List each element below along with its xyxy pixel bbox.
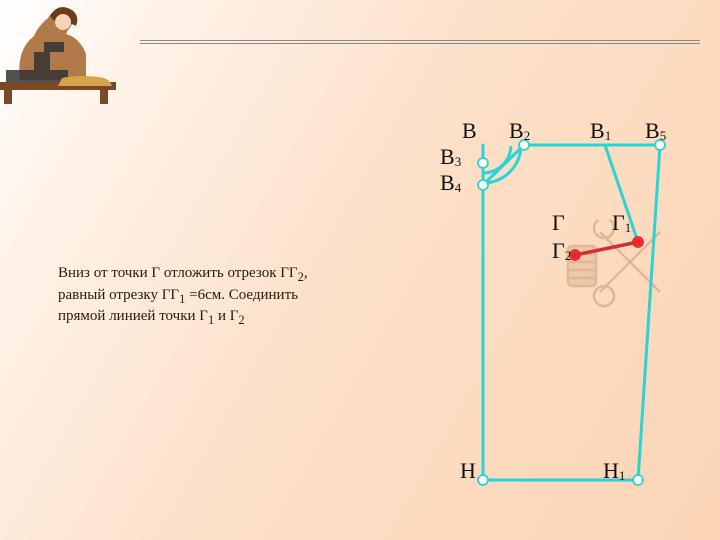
- point-label: В: [462, 118, 477, 144]
- slide: Вниз от точки Г отложить отрезок ГГ2,рав…: [0, 0, 720, 540]
- point-label: В4: [440, 170, 461, 196]
- point-label: В3: [440, 144, 461, 170]
- point-label: Г1: [612, 210, 631, 236]
- point-label: В5: [645, 118, 666, 144]
- point-label: Г: [552, 210, 565, 236]
- point-label: Н1: [603, 458, 625, 484]
- point-label: Н: [460, 458, 476, 484]
- point-label: Г2: [552, 238, 571, 264]
- point-label: В2: [509, 118, 530, 144]
- point-label: В1: [590, 118, 611, 144]
